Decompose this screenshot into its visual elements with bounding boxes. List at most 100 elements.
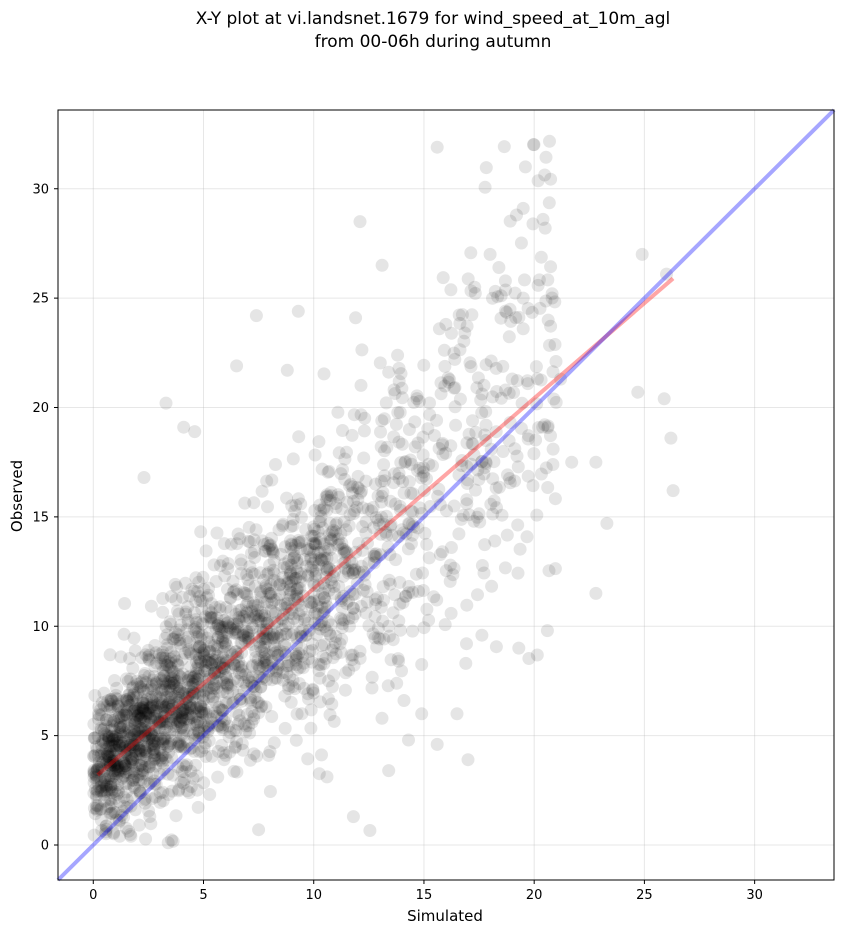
scatter-point [269,606,282,620]
scatter-point [190,700,204,714]
scatter-point [282,607,296,621]
scatter-point [208,654,222,668]
scatter-point [460,493,474,507]
scatter-point [136,767,149,781]
scatter-point [155,685,169,699]
scatter-point [230,359,244,373]
scatter-point [117,790,131,804]
scatter-point [200,663,214,677]
scatter-point [284,658,298,672]
scatter-point [179,605,193,619]
scatter-point [203,610,217,624]
scatter-point [187,701,201,715]
scatter-point [148,745,161,759]
scatter-point [488,534,502,548]
scatter-point [402,475,416,489]
scatter-point [107,739,121,753]
scatter-point [479,405,493,418]
scatter-point [503,476,517,490]
scatter-point [305,600,319,614]
scatter-point [112,711,126,725]
scatter-point [132,702,145,715]
scatter-point [379,525,393,539]
scatter-point [366,627,380,641]
scatter-point [262,542,276,556]
scatter-point [210,709,224,723]
scatter-point [149,790,163,804]
scatter-point [321,465,335,479]
scatter-point [454,512,468,526]
scatter-point [169,809,183,823]
scatter-point [172,784,186,798]
scatter-point [206,693,220,707]
scatter-point [153,743,167,757]
scatter-point [109,729,123,743]
scatter-point [116,770,130,784]
scatter-point [172,715,186,729]
scatter-point [376,580,390,594]
scatter-point [112,815,126,829]
scatter-point [183,708,197,722]
scatter-point [173,636,187,650]
scatter-point [325,697,339,711]
scatter-point [117,757,131,770]
scatter-point [213,619,227,633]
scatter-point [142,723,156,737]
scatter-point [541,419,555,433]
scatter-point [138,711,152,725]
scatter-point [190,630,204,644]
scatter-point [170,580,184,594]
scatter-point [95,747,108,761]
scatter-point [402,733,415,747]
scatter-point [216,620,229,634]
scatter-point [338,555,352,569]
scatter-point [267,573,281,587]
scatter-point [312,515,326,529]
scatter-point [139,676,153,689]
scatter-point [124,672,138,686]
scatter-point [119,746,133,760]
scatter-point [175,711,189,725]
scatter-point [142,731,156,745]
scatter-point [261,566,275,580]
scatter-point [99,780,113,794]
scatter-point [371,631,385,645]
scatter-point [128,803,142,817]
scatter-point [461,753,475,767]
scatter-point [213,603,227,617]
scatter-point [228,659,242,673]
scatter-point [397,694,411,707]
scatter-point [171,686,185,700]
scatter-point [290,707,304,721]
scatter-point [230,617,244,631]
scatter-point [137,669,151,682]
scatter-point [212,700,226,714]
scatter-point [340,546,354,560]
scatter-point [126,764,140,778]
scatter-point [227,723,241,737]
scatter-point [260,624,274,637]
scatter-point [221,619,235,633]
scatter-point [136,674,150,688]
scatter-point [390,676,404,690]
scatter-point [314,503,327,517]
scatter-point [188,687,201,701]
scatter-point [118,740,132,754]
scatter-point [246,658,259,672]
scatter-point [475,387,489,401]
scatter-point [255,606,268,620]
scatter-point [263,627,276,641]
scatter-point [176,590,189,604]
scatter-point [119,753,133,767]
scatter-point [229,607,243,621]
scatter-point [229,724,243,738]
scatter-point [173,680,187,694]
scatter-point [165,833,178,847]
scatter-point [114,765,128,779]
scatter-point [278,597,292,611]
scatter-point [172,705,186,719]
scatter-point [135,752,149,765]
scatter-point [306,537,320,551]
scatter-point [292,536,305,550]
scatter-point [332,446,346,460]
